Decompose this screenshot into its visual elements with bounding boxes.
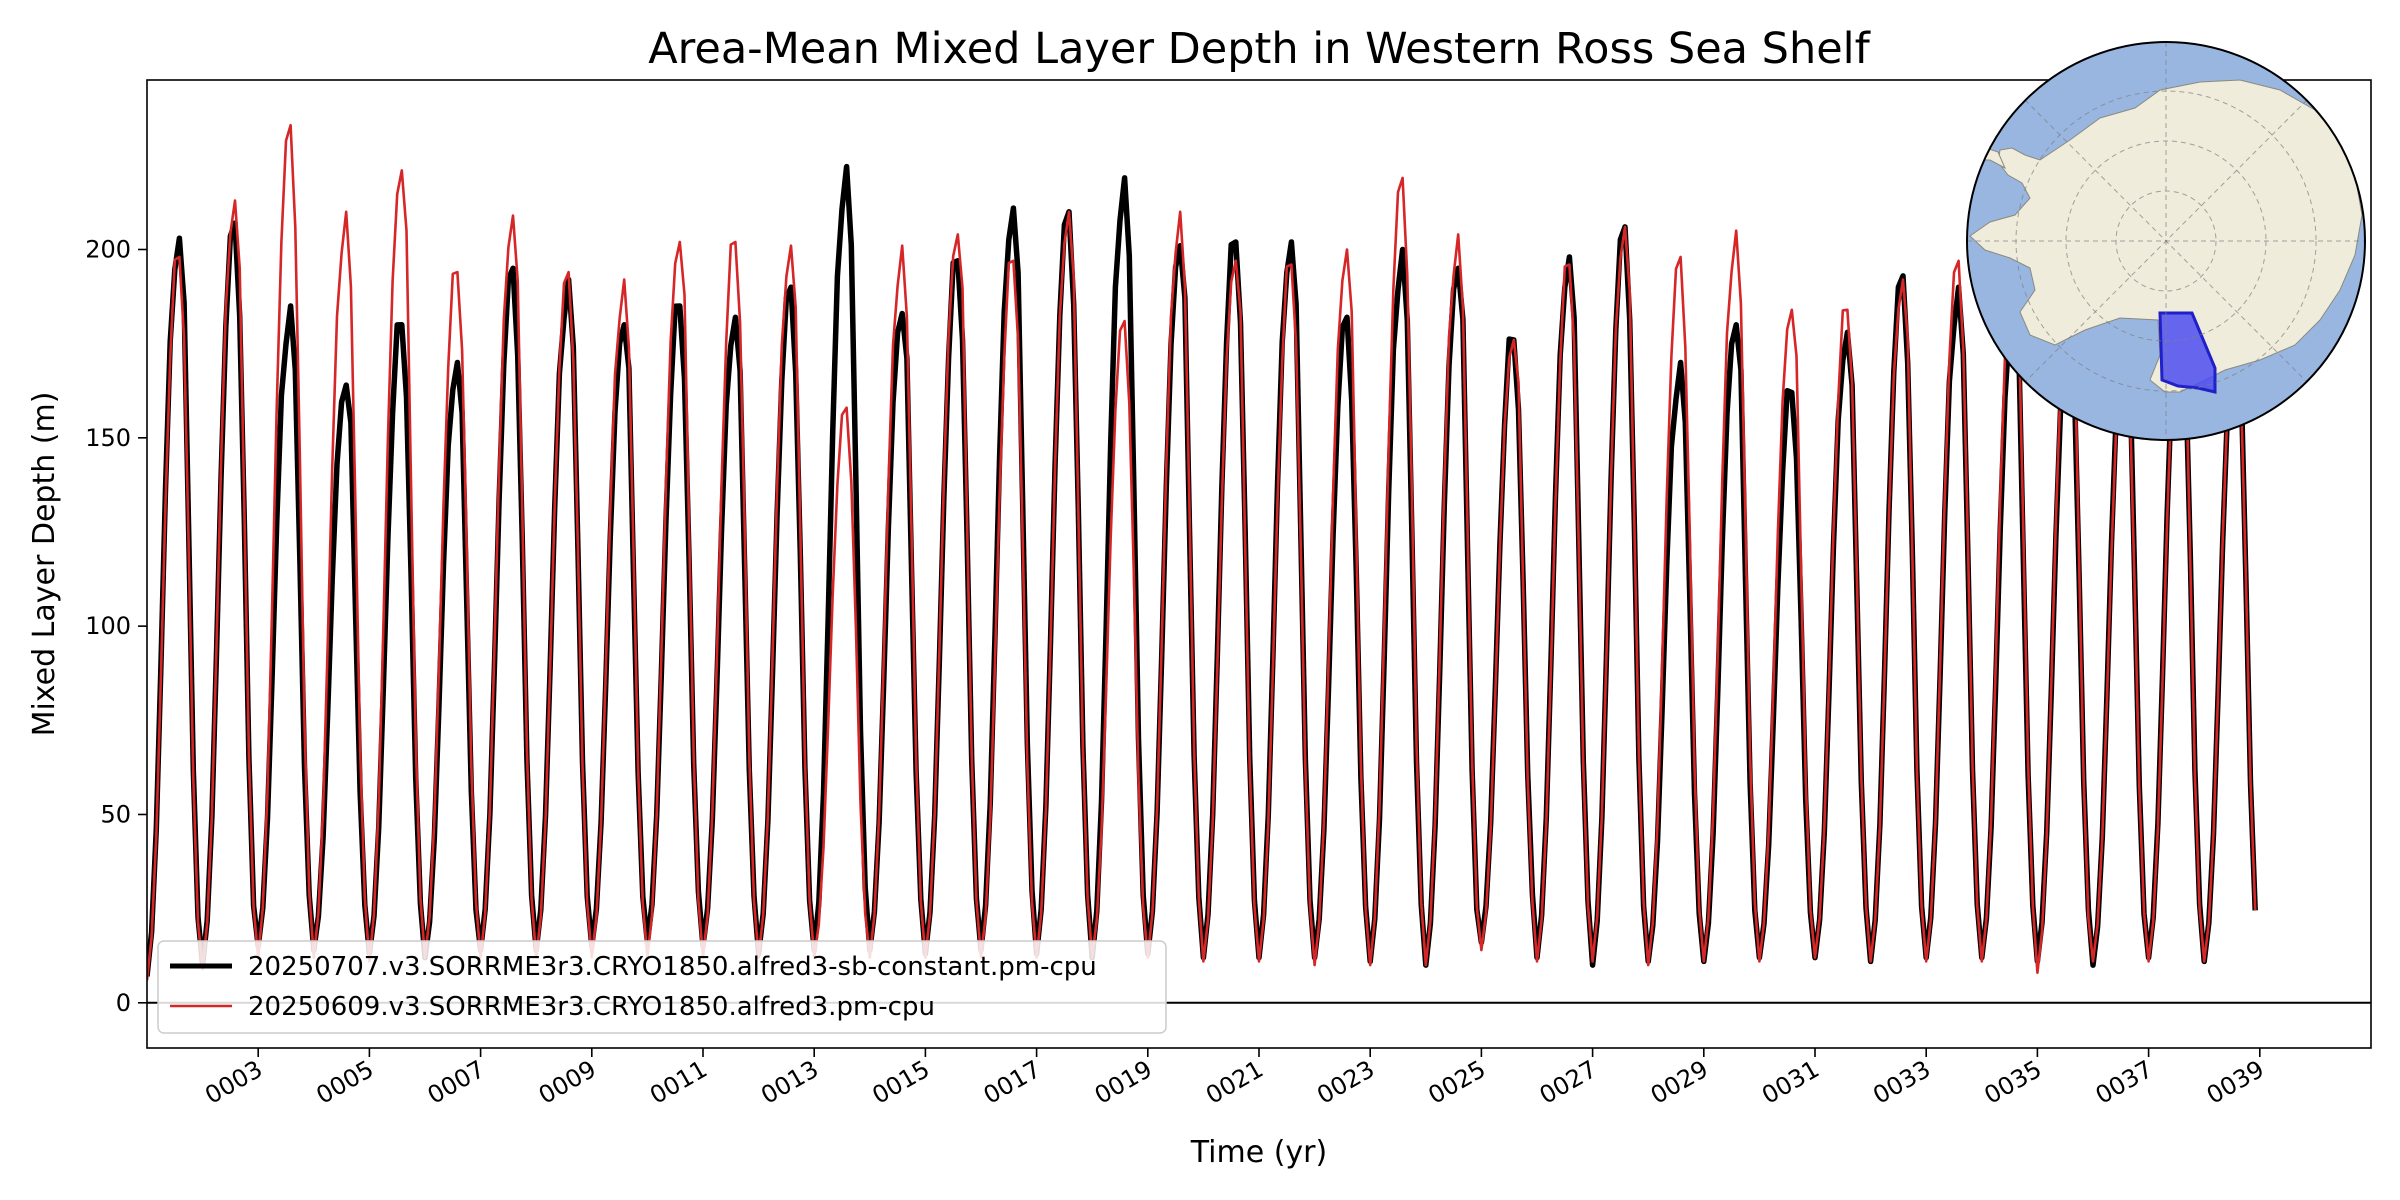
series-line-2	[147, 123, 2257, 981]
x-tick-label: 0015	[868, 1055, 935, 1110]
legend: 20250707.v3.SORRME3r3.CRYO1850.alfred3-s…	[157, 940, 1167, 1034]
x-tick-label: 0035	[1980, 1055, 2047, 1110]
x-tick-label: 0009	[534, 1055, 601, 1110]
x-tick-label: 0007	[423, 1055, 490, 1110]
x-tick-label: 0011	[645, 1055, 712, 1110]
x-tick-label: 0023	[1312, 1055, 1379, 1110]
series-line-1	[147, 163, 2258, 977]
x-axis-label: Time (yr)	[1190, 1135, 1327, 1170]
y-tick-label: 200	[85, 235, 131, 263]
y-tick-label: 0	[116, 989, 131, 1017]
x-tick-label: 0021	[1201, 1055, 1268, 1110]
x-tick-label: 0025	[1424, 1055, 1491, 1110]
x-tick-label: 0013	[756, 1055, 823, 1110]
x-tick-label: 0039	[2202, 1055, 2269, 1110]
x-tick-label: 0003	[200, 1055, 267, 1110]
x-tick-label: 0027	[1535, 1055, 1602, 1110]
legend-box	[157, 940, 1167, 1034]
y-tick-label: 150	[85, 424, 131, 452]
x-tick-label: 0017	[979, 1055, 1046, 1110]
x-tick-label: 0019	[1090, 1055, 1157, 1110]
x-tick-label: 0033	[1868, 1055, 1935, 1110]
legend-label-series-2: 20250609.v3.SORRME3r3.CRYO1850.alfred3.p…	[248, 992, 935, 1022]
x-tick-label: 0031	[1757, 1055, 1824, 1110]
map-border	[1966, 41, 2366, 441]
meridian-line	[2024, 99, 2308, 383]
y-axis: 0 50 100 150 200	[85, 235, 147, 1017]
western-ross-region	[2158, 311, 2217, 394]
y-tick-label: 100	[85, 612, 131, 640]
legend-label-series-1: 20250707.v3.SORRME3r3.CRYO1850.alfred3-s…	[248, 952, 1097, 982]
x-tick-label: 0005	[312, 1055, 379, 1110]
x-axis: 0003 0005 0007 0009 0011 0013 0015 0017 0019 0021…	[200, 1048, 2269, 1110]
x-tick-label: 0037	[2091, 1055, 2158, 1110]
chart-title: Area-Mean Mixed Layer Depth in Western R…	[648, 24, 1870, 74]
y-axis-label: Mixed Layer Depth (m)	[27, 392, 62, 737]
inset-map	[1966, 41, 2366, 441]
y-tick-label: 50	[100, 800, 131, 828]
x-tick-label: 0029	[1646, 1055, 1713, 1110]
